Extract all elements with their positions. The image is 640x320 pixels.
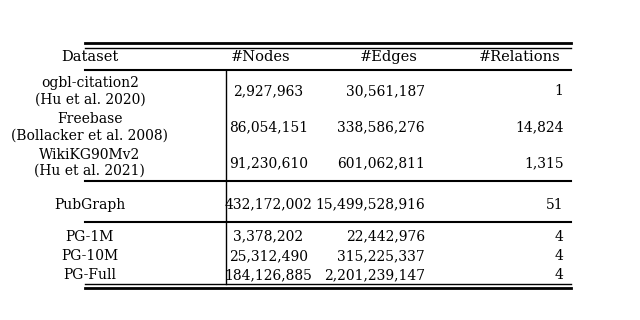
Text: #Relations: #Relations: [479, 50, 561, 64]
Text: 2,201,239,147: 2,201,239,147: [324, 268, 425, 282]
Text: 338,586,276: 338,586,276: [337, 120, 425, 134]
Text: PG-1M: PG-1M: [66, 230, 114, 244]
Text: PubGraph: PubGraph: [54, 198, 125, 212]
Text: 1,315: 1,315: [524, 156, 564, 170]
Text: 601,062,811: 601,062,811: [337, 156, 425, 170]
Text: 1: 1: [555, 84, 564, 98]
Text: 30,561,187: 30,561,187: [346, 84, 425, 98]
Text: 4: 4: [555, 230, 564, 244]
Text: 86,054,151: 86,054,151: [229, 120, 308, 134]
Text: #Edges: #Edges: [360, 50, 417, 64]
Text: WikiKG90Mv2
(Hu et al. 2021): WikiKG90Mv2 (Hu et al. 2021): [35, 148, 145, 178]
Text: #Nodes: #Nodes: [231, 50, 291, 64]
Text: PG-10M: PG-10M: [61, 250, 118, 263]
Text: 4: 4: [555, 268, 564, 282]
Text: 4: 4: [555, 250, 564, 263]
Text: Freebase
(Bollacker et al. 2008): Freebase (Bollacker et al. 2008): [12, 112, 168, 142]
Text: 91,230,610: 91,230,610: [229, 156, 308, 170]
Text: 2,927,963: 2,927,963: [234, 84, 303, 98]
Text: 25,312,490: 25,312,490: [229, 250, 308, 263]
Text: Dataset: Dataset: [61, 50, 118, 64]
Text: 14,824: 14,824: [515, 120, 564, 134]
Text: 22,442,976: 22,442,976: [346, 230, 425, 244]
Text: 184,126,885: 184,126,885: [225, 268, 312, 282]
Text: 15,499,528,916: 15,499,528,916: [315, 198, 425, 212]
Text: PG-Full: PG-Full: [63, 268, 116, 282]
Text: ogbl-citation2
(Hu et al. 2020): ogbl-citation2 (Hu et al. 2020): [35, 76, 145, 107]
Text: 432,172,002: 432,172,002: [225, 198, 312, 212]
Text: 51: 51: [546, 198, 564, 212]
Text: 3,378,202: 3,378,202: [234, 230, 303, 244]
Text: 315,225,337: 315,225,337: [337, 250, 425, 263]
